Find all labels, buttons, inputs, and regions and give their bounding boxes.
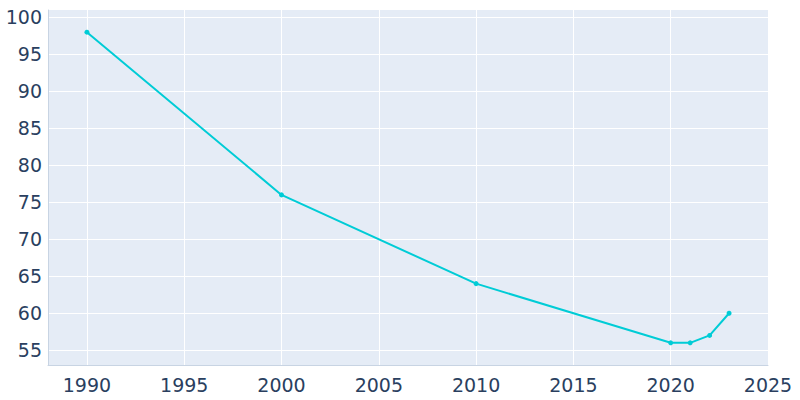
svg-text:75: 75 xyxy=(18,191,42,213)
svg-text:2020: 2020 xyxy=(647,374,695,396)
svg-text:80: 80 xyxy=(18,154,42,176)
svg-text:2000: 2000 xyxy=(257,374,305,396)
svg-text:60: 60 xyxy=(18,302,42,324)
svg-text:55: 55 xyxy=(18,339,42,361)
svg-text:2025: 2025 xyxy=(744,374,792,396)
svg-text:1995: 1995 xyxy=(160,374,208,396)
svg-text:2010: 2010 xyxy=(452,374,500,396)
svg-text:2015: 2015 xyxy=(549,374,597,396)
svg-text:65: 65 xyxy=(18,265,42,287)
svg-text:2005: 2005 xyxy=(355,374,403,396)
svg-text:90: 90 xyxy=(18,80,42,102)
svg-text:70: 70 xyxy=(18,228,42,250)
svg-text:1990: 1990 xyxy=(63,374,111,396)
svg-text:85: 85 xyxy=(18,117,42,139)
svg-text:95: 95 xyxy=(18,43,42,65)
svg-text:100: 100 xyxy=(6,6,42,28)
